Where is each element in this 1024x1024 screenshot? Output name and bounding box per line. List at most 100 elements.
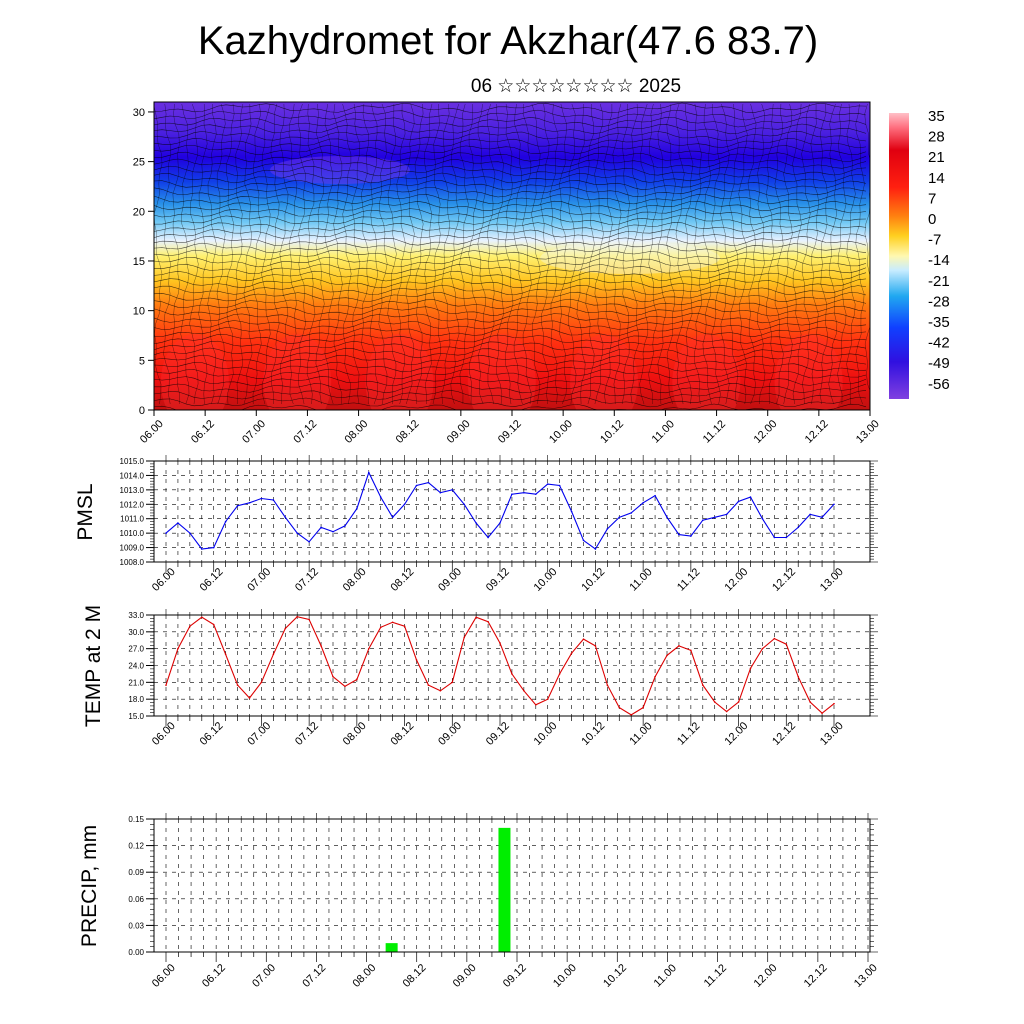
p3-xtick-label: 08.00 [350, 962, 378, 990]
p2-ytick-label: 21.0 [128, 678, 144, 687]
p3-ytick-label: 0.03 [128, 921, 144, 930]
pmsl-point [523, 491, 525, 494]
precip-bars [385, 827, 511, 952]
pmsl-point [630, 512, 633, 514]
p3-ytick-label: 0.12 [128, 842, 144, 851]
p2-xtick-label: 13.00 [818, 720, 846, 748]
temp-point [189, 625, 191, 628]
colorbar-scale [889, 113, 909, 399]
pmsl-point [487, 536, 489, 539]
p3-xtick-label: 09.00 [451, 962, 479, 990]
heatmap-xtick-label: 08.00 [342, 418, 370, 446]
heatmap-ytick-label: 20 [133, 206, 145, 218]
temp-point [546, 698, 549, 700]
p2-xtick-label: 06.00 [150, 720, 178, 748]
pmsl-point [761, 517, 764, 520]
heatmap-ytick-label: 30 [133, 107, 145, 119]
temp-point [642, 706, 644, 709]
p2-xtick-label: 08.00 [341, 720, 369, 748]
heatmap-xtick-label: 11.12 [701, 418, 728, 445]
heatmap-xtick-label: 09.12 [496, 418, 524, 446]
temp-point [391, 621, 394, 624]
temp-ylabel: TEMP at 2 M [82, 605, 105, 727]
wind-streamlines [154, 102, 870, 410]
heatmap-x-axis: 06.00 06.12 07.00 07.12 08.00 08.12 09.00 09.12… [138, 410, 882, 446]
p1-xtick-label: 06.00 [150, 566, 178, 594]
temp-point [212, 623, 215, 626]
temp-point [463, 636, 466, 639]
pmsl-point [546, 483, 549, 485]
pmsl-point [236, 504, 239, 507]
p2-xtick-label: 07.12 [293, 720, 321, 748]
p2-xtick-label: 11.12 [675, 720, 702, 747]
pmsl-point [701, 519, 704, 521]
pmsl-point [367, 471, 370, 474]
temp-point [475, 616, 477, 619]
colorbar-label: -42 [928, 335, 950, 352]
p3-xtick-label: 07.00 [250, 962, 278, 990]
pmsl-point [224, 520, 227, 523]
precip-grid [154, 819, 870, 952]
heatmap-xtick-label: 06.00 [138, 418, 166, 446]
pmsl-point [558, 484, 561, 487]
temp-point [630, 714, 633, 716]
temp-point [200, 616, 203, 619]
pmsl-point [439, 491, 442, 494]
pmsl-point [809, 513, 811, 516]
pmsl-point [511, 493, 513, 495]
pmsl-point [534, 493, 537, 495]
temp-point [701, 684, 704, 686]
temp-point [582, 638, 585, 640]
pmsl-point [654, 494, 656, 497]
pmsl-point [344, 525, 346, 527]
temp-point [177, 647, 179, 650]
temp-point [296, 615, 299, 618]
p2-ytick-label: 18.0 [128, 695, 144, 704]
temp-point [654, 675, 656, 678]
p2-xtick-label: 12.00 [722, 720, 750, 748]
colorbar-label: 21 [928, 149, 945, 166]
heatmap-xtick-label: 12.12 [803, 418, 831, 446]
pmsl-point [379, 496, 382, 498]
temp-point [606, 684, 609, 686]
pmsl-point [475, 522, 477, 524]
p2-xtick-label: 06.12 [198, 720, 226, 748]
temp-line [165, 616, 835, 716]
colorbar-labels: 35 28 21 14 7 0 -7 -14 -21 -28 -35 -42 -49 -56 [928, 108, 950, 393]
p3-xtick-label: 11.00 [652, 962, 679, 989]
temp-point [749, 667, 752, 670]
temp-point [499, 642, 501, 644]
temp-grid [154, 615, 870, 716]
p1-ytick-label: 1010.0 [120, 529, 145, 538]
p1-ytick-label: 1014.0 [120, 471, 145, 480]
pmsl-point [749, 496, 752, 498]
heatmap-ytick-label: 5 [139, 355, 145, 367]
pmsl-point [773, 536, 776, 539]
pmsl-series [165, 471, 835, 550]
pmsl-point [272, 499, 275, 501]
pmsl-point [332, 530, 334, 533]
temp-point [809, 701, 811, 703]
p1-xtick-label: 11.00 [627, 566, 654, 593]
temp-frame [153, 614, 871, 717]
pmsl-point [260, 497, 263, 500]
colorbar-label: 28 [928, 129, 945, 146]
pmsl-line [165, 471, 835, 550]
temp-point [356, 678, 358, 681]
p1-xtick-label: 08.00 [341, 566, 369, 594]
temp-point [224, 653, 227, 656]
colorbar-label: -21 [928, 273, 950, 290]
p1-xtick-label: 13.00 [818, 566, 846, 594]
pmsl-point [284, 516, 287, 519]
pmsl-point [725, 513, 728, 516]
temp-point [165, 684, 167, 686]
p2-xtick-label: 11.00 [627, 720, 654, 747]
temp-point [666, 654, 668, 657]
temp-point [367, 647, 370, 650]
pmsl-point [177, 522, 179, 524]
colorbar-label: 7 [928, 190, 936, 207]
heatmap-xtick-label: 07.00 [240, 418, 268, 446]
temp-point [260, 681, 263, 684]
temp-point [713, 701, 716, 703]
colorbar-label: -7 [928, 232, 941, 249]
